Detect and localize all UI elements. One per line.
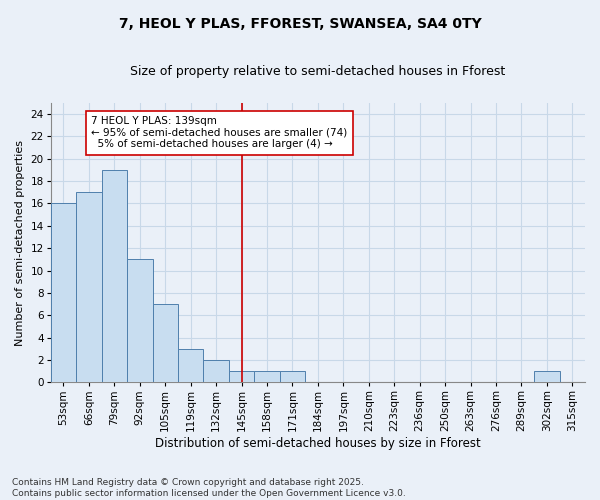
Title: Size of property relative to semi-detached houses in Fforest: Size of property relative to semi-detach… — [130, 65, 505, 78]
Bar — [534, 371, 560, 382]
Bar — [127, 260, 152, 382]
Bar — [51, 204, 76, 382]
Bar — [280, 371, 305, 382]
Bar — [152, 304, 178, 382]
Bar — [76, 192, 101, 382]
Text: 7 HEOL Y PLAS: 139sqm
← 95% of semi-detached houses are smaller (74)
  5% of sem: 7 HEOL Y PLAS: 139sqm ← 95% of semi-deta… — [91, 116, 348, 150]
Y-axis label: Number of semi-detached properties: Number of semi-detached properties — [15, 140, 25, 346]
Bar — [203, 360, 229, 382]
Bar — [178, 349, 203, 382]
X-axis label: Distribution of semi-detached houses by size in Fforest: Distribution of semi-detached houses by … — [155, 437, 481, 450]
Bar — [101, 170, 127, 382]
Text: Contains HM Land Registry data © Crown copyright and database right 2025.
Contai: Contains HM Land Registry data © Crown c… — [12, 478, 406, 498]
Bar — [254, 371, 280, 382]
Bar — [229, 371, 254, 382]
Text: 7, HEOL Y PLAS, FFOREST, SWANSEA, SA4 0TY: 7, HEOL Y PLAS, FFOREST, SWANSEA, SA4 0T… — [119, 18, 481, 32]
